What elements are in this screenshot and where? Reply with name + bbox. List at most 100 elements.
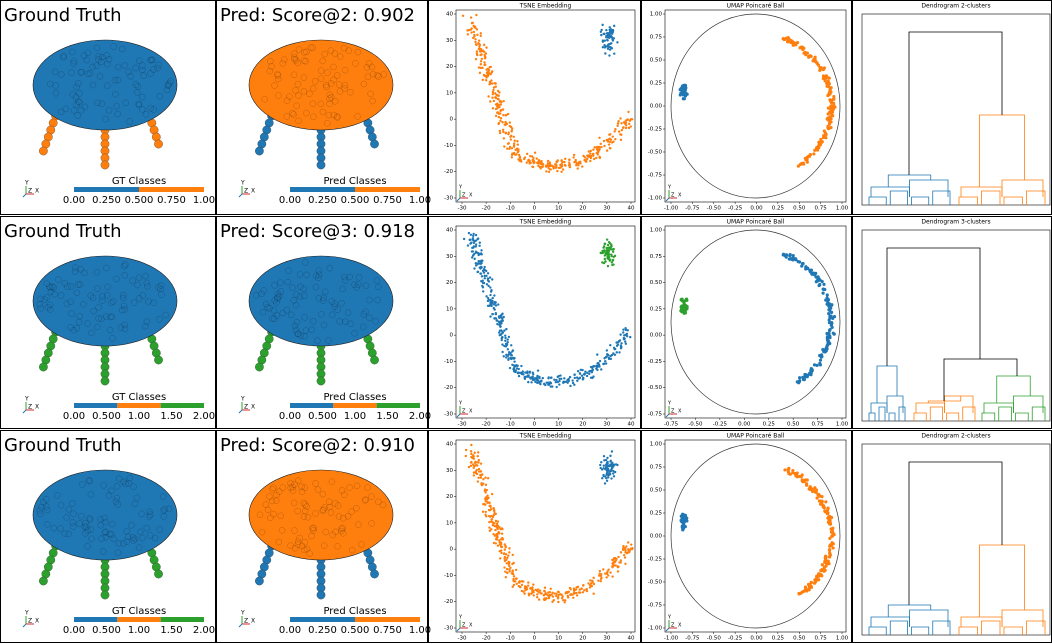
surface-point <box>57 292 65 299</box>
dendrogram-link <box>998 406 1012 421</box>
embedding-point <box>572 153 576 157</box>
surface-point <box>43 294 51 301</box>
embedding-point <box>606 264 610 268</box>
surface-point <box>294 330 302 338</box>
embedding-point <box>517 581 521 584</box>
dendrogram-link <box>886 247 981 366</box>
surface-point <box>327 93 335 101</box>
surface-point <box>108 313 116 321</box>
embedding-point <box>611 575 614 578</box>
embedding-point <box>500 338 503 342</box>
surface-point <box>293 318 301 326</box>
embedding-point <box>494 96 498 100</box>
x-tick-label: 0.25 <box>772 206 785 212</box>
surface-point <box>341 66 349 74</box>
embedding-point <box>806 373 810 377</box>
colorbar-segment <box>117 403 161 408</box>
embedding-point <box>562 599 565 602</box>
embedding-point <box>821 291 825 295</box>
x-tick-label: -10 <box>506 206 515 212</box>
embedding-point <box>611 259 615 262</box>
embedding-point <box>617 555 620 559</box>
surface-point <box>106 530 113 538</box>
embedding-point <box>483 268 487 272</box>
triad-label: Z <box>462 409 466 415</box>
embedding-point <box>504 545 507 549</box>
embedding-point <box>485 295 488 298</box>
surface-point <box>77 265 84 273</box>
embedding-point <box>488 501 491 505</box>
embedding-point <box>508 145 512 149</box>
surface-point <box>325 337 332 344</box>
embedding-point <box>584 370 587 373</box>
surface-point <box>47 284 54 291</box>
embedding-point <box>499 109 502 113</box>
embedding-point <box>613 130 616 133</box>
surface-point <box>60 52 67 60</box>
embedding-point <box>828 518 832 522</box>
embedding-point <box>610 245 613 248</box>
embedding-point <box>620 342 623 345</box>
embedding-point <box>507 554 510 557</box>
embedding-point <box>619 117 622 120</box>
x-tick-label: -10 <box>506 636 515 642</box>
surface-point <box>40 498 47 506</box>
y-tick-label: 20 <box>446 280 453 286</box>
triad-label: Z <box>462 623 466 629</box>
embedding-point <box>512 579 515 582</box>
surface-point <box>280 56 288 63</box>
embedding-point <box>603 44 606 47</box>
embedding-point <box>506 338 509 341</box>
embedding-point <box>827 562 831 566</box>
embedding-point <box>812 152 816 156</box>
surface-point <box>315 274 322 282</box>
embedding-point <box>526 584 530 587</box>
embedding-point <box>625 545 628 548</box>
embedding-point <box>606 33 609 37</box>
dendrogram-link <box>929 406 943 421</box>
surface-point <box>102 528 109 536</box>
surface-point <box>80 52 88 60</box>
embedding-point <box>481 279 484 282</box>
surface-point <box>319 507 326 514</box>
embedding-point <box>475 463 478 467</box>
embedding-point <box>492 522 495 525</box>
dendrogram-link <box>878 406 886 421</box>
triad-label: Z <box>244 618 248 625</box>
embedding-point <box>508 570 511 573</box>
surface-point <box>73 101 80 108</box>
surface-point <box>297 332 305 339</box>
surface-point <box>301 314 308 321</box>
embedding-point <box>796 164 800 168</box>
embedding-point <box>579 368 583 371</box>
surface-point <box>114 501 121 508</box>
embedding-point <box>475 50 479 53</box>
y-tick-label: -0.50 <box>648 385 663 391</box>
surface-point <box>296 271 304 278</box>
embedding-point <box>604 458 608 462</box>
embedding-point <box>596 153 599 156</box>
surface-point <box>303 271 311 279</box>
surface-point <box>143 318 151 325</box>
embedding-point <box>828 92 832 96</box>
embedding-point <box>507 357 510 360</box>
embedding-point <box>591 152 595 156</box>
surface-point <box>67 298 74 306</box>
embedding-point <box>495 525 498 528</box>
embedding-point <box>575 591 578 595</box>
surface-point <box>266 493 273 500</box>
embedding-point <box>598 572 601 575</box>
colorbar-label: Pred Classes <box>323 392 386 403</box>
surface-point <box>311 78 319 85</box>
embedding-point <box>489 81 492 85</box>
embedding-point <box>527 581 530 584</box>
surface-point <box>78 512 85 520</box>
embedding-point <box>502 99 505 103</box>
embedding-point <box>575 376 579 379</box>
embedding-point <box>568 375 572 379</box>
embedding-point <box>827 331 831 335</box>
surface-point <box>52 82 59 89</box>
surface-point <box>331 98 339 105</box>
embedding-point <box>479 32 482 35</box>
surface-point <box>98 100 106 108</box>
